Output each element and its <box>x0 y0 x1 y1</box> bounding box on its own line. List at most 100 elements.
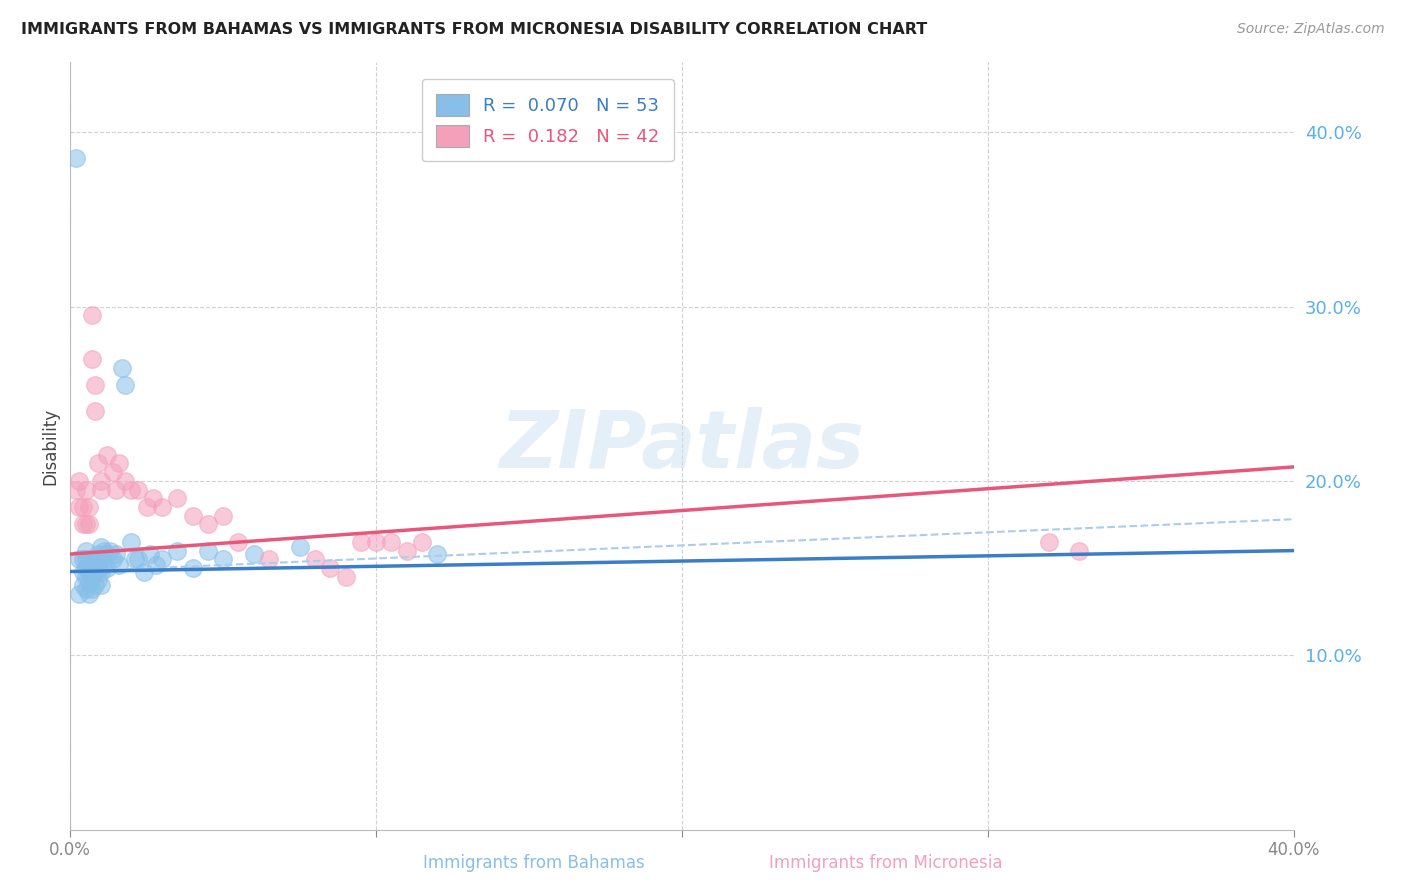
Point <box>83 378 105 392</box>
Point <box>1069 543 1091 558</box>
Point <box>335 570 357 584</box>
Point <box>72 552 94 566</box>
Point <box>380 534 402 549</box>
Point <box>124 552 146 566</box>
Point <box>108 558 131 572</box>
Point <box>127 552 149 566</box>
Point <box>98 543 121 558</box>
Point <box>80 582 103 596</box>
Y-axis label: Disability: Disability <box>41 408 59 484</box>
Point <box>87 457 110 471</box>
Point <box>228 534 250 549</box>
Point <box>243 547 266 561</box>
Point <box>304 552 326 566</box>
Point <box>197 517 219 532</box>
Point <box>90 540 112 554</box>
Point <box>212 508 235 523</box>
Text: Immigrants from Micronesia: Immigrants from Micronesia <box>769 855 1002 872</box>
Point <box>75 570 97 584</box>
Point <box>65 483 87 497</box>
Point <box>350 534 373 549</box>
Point <box>77 552 100 566</box>
Point <box>80 308 103 322</box>
Point <box>139 547 162 561</box>
Point <box>77 574 100 589</box>
Point <box>87 547 110 561</box>
Point <box>319 561 342 575</box>
Point <box>69 474 91 488</box>
Point <box>77 587 100 601</box>
Point <box>142 491 165 506</box>
Point <box>96 448 118 462</box>
Point <box>105 547 128 561</box>
Point <box>75 582 97 596</box>
Point <box>150 552 173 566</box>
Point <box>111 360 134 375</box>
Point <box>114 474 136 488</box>
Point <box>90 474 112 488</box>
Point <box>135 500 157 514</box>
Point <box>426 547 449 561</box>
Point <box>65 151 87 165</box>
Point <box>80 351 103 366</box>
Point <box>127 483 149 497</box>
Point <box>87 573 110 587</box>
Point <box>197 543 219 558</box>
Point <box>212 552 235 566</box>
Point <box>101 552 124 566</box>
Point <box>132 565 155 579</box>
Text: Immigrants from Bahamas: Immigrants from Bahamas <box>423 855 645 872</box>
Point <box>69 500 91 514</box>
Point <box>77 517 100 532</box>
Point <box>77 565 100 579</box>
Point <box>80 552 103 566</box>
Point <box>108 457 131 471</box>
Point <box>366 534 388 549</box>
Text: Source: ZipAtlas.com: Source: ZipAtlas.com <box>1237 22 1385 37</box>
Point <box>105 483 128 497</box>
Point <box>395 543 418 558</box>
Point <box>166 543 188 558</box>
Point <box>72 500 94 514</box>
Point <box>257 552 280 566</box>
Point <box>83 565 105 579</box>
Point <box>181 508 204 523</box>
Point <box>93 558 115 572</box>
Point <box>166 491 188 506</box>
Point <box>87 561 110 575</box>
Point <box>90 483 112 497</box>
Point <box>72 517 94 532</box>
Point <box>181 561 204 575</box>
Point <box>288 540 311 554</box>
Point <box>75 483 97 497</box>
Point <box>77 500 100 514</box>
Text: ZIPatlas: ZIPatlas <box>499 407 865 485</box>
Point <box>93 543 115 558</box>
Point <box>96 547 118 561</box>
Point <box>90 578 112 592</box>
Point <box>1038 534 1060 549</box>
Point <box>83 578 105 592</box>
Point <box>90 552 112 566</box>
Point <box>145 558 167 572</box>
Point <box>83 552 105 566</box>
Text: IMMIGRANTS FROM BAHAMAS VS IMMIGRANTS FROM MICRONESIA DISABILITY CORRELATION CHA: IMMIGRANTS FROM BAHAMAS VS IMMIGRANTS FR… <box>21 22 928 37</box>
Point <box>121 534 143 549</box>
Legend: R =  0.070   N = 53, R =  0.182   N = 42: R = 0.070 N = 53, R = 0.182 N = 42 <box>422 79 673 161</box>
Point <box>90 565 112 579</box>
Point <box>69 587 91 601</box>
Point <box>75 552 97 566</box>
Point <box>96 561 118 575</box>
Point <box>80 561 103 575</box>
Point <box>72 565 94 579</box>
Point <box>150 500 173 514</box>
Point <box>101 465 124 479</box>
Point <box>75 517 97 532</box>
Point <box>80 570 103 584</box>
Point <box>83 404 105 418</box>
Point <box>75 561 97 575</box>
Point <box>72 578 94 592</box>
Point <box>69 552 91 566</box>
Point <box>114 378 136 392</box>
Point <box>121 483 143 497</box>
